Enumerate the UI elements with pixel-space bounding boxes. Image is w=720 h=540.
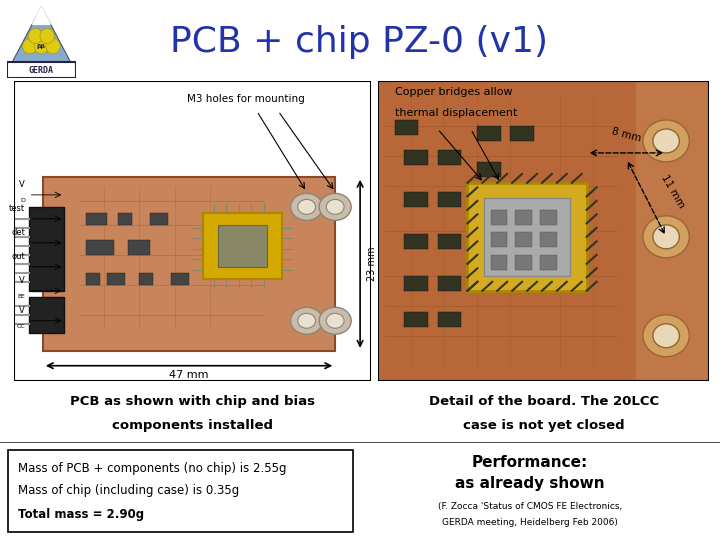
Bar xyxy=(29,207,64,291)
Text: case is not yet closed: case is not yet closed xyxy=(463,420,624,433)
Bar xyxy=(150,213,168,225)
Bar xyxy=(405,276,428,291)
Bar xyxy=(86,213,107,225)
Text: CC: CC xyxy=(17,324,25,329)
Text: Performance:: Performance: xyxy=(472,455,588,470)
Bar xyxy=(128,240,150,255)
Bar xyxy=(107,273,125,285)
Bar xyxy=(467,183,587,291)
Bar xyxy=(484,198,570,276)
Circle shape xyxy=(298,199,315,214)
Bar xyxy=(8,450,353,532)
Bar xyxy=(395,120,418,135)
Text: components installed: components installed xyxy=(112,420,273,433)
Bar xyxy=(438,234,461,249)
Bar xyxy=(405,150,428,165)
Bar xyxy=(86,240,114,255)
Text: 8 mm: 8 mm xyxy=(611,126,642,144)
Bar xyxy=(516,255,532,270)
Bar xyxy=(118,213,132,225)
Bar xyxy=(405,192,428,207)
Text: GERDA: GERDA xyxy=(29,66,54,75)
Bar xyxy=(540,232,557,247)
Bar xyxy=(540,210,557,225)
Text: Total mass = 2.90g: Total mass = 2.90g xyxy=(18,508,144,521)
Bar xyxy=(510,126,534,141)
Bar xyxy=(438,150,461,165)
Text: PCB + chip PZ-0 (v1): PCB + chip PZ-0 (v1) xyxy=(170,25,548,59)
Bar xyxy=(405,234,428,249)
Bar xyxy=(516,232,532,247)
Circle shape xyxy=(643,120,689,162)
Bar xyxy=(438,312,461,327)
Text: out: out xyxy=(12,252,25,261)
Text: 23 mm: 23 mm xyxy=(367,247,377,281)
Text: as already shown: as already shown xyxy=(455,476,605,490)
Bar xyxy=(490,255,507,270)
Polygon shape xyxy=(32,7,50,24)
Text: det: det xyxy=(12,228,25,237)
Bar xyxy=(438,192,461,207)
Text: Detail of the board. The 20LCC: Detail of the board. The 20LCC xyxy=(428,395,659,408)
Circle shape xyxy=(653,225,680,249)
Circle shape xyxy=(653,324,680,348)
Bar xyxy=(43,177,336,351)
Bar xyxy=(540,255,557,270)
Circle shape xyxy=(319,193,351,220)
Circle shape xyxy=(326,313,344,328)
Bar xyxy=(378,81,636,381)
Bar xyxy=(405,312,428,327)
Bar xyxy=(490,232,507,247)
Circle shape xyxy=(326,199,344,214)
Bar xyxy=(490,210,507,225)
Text: M3 holes for mounting: M3 holes for mounting xyxy=(187,94,305,104)
Bar xyxy=(477,162,500,177)
Text: V: V xyxy=(19,306,25,315)
Circle shape xyxy=(643,315,689,357)
Text: (F. Zocca 'Status of CMOS FE Electronics,: (F. Zocca 'Status of CMOS FE Electronics… xyxy=(438,502,622,510)
Circle shape xyxy=(28,29,42,44)
Circle shape xyxy=(643,216,689,258)
Text: V: V xyxy=(19,276,25,285)
Text: ββ: ββ xyxy=(37,44,46,49)
Text: V: V xyxy=(19,180,25,189)
Bar xyxy=(477,126,500,141)
Polygon shape xyxy=(11,7,72,65)
Bar xyxy=(171,273,189,285)
Bar xyxy=(29,297,64,333)
Text: Mass of PCB + components (no chip) is 2.55g: Mass of PCB + components (no chip) is 2.… xyxy=(18,462,287,475)
Bar xyxy=(7,62,76,78)
Circle shape xyxy=(319,307,351,334)
Circle shape xyxy=(46,38,60,54)
Circle shape xyxy=(291,307,323,334)
Text: test: test xyxy=(9,204,25,213)
Bar xyxy=(86,273,100,285)
Bar xyxy=(203,213,282,279)
Text: thermal displacement: thermal displacement xyxy=(395,108,517,118)
Bar xyxy=(516,210,532,225)
Circle shape xyxy=(40,29,55,44)
Text: PCB as shown with chip and bias: PCB as shown with chip and bias xyxy=(70,395,315,408)
Text: 47 mm: 47 mm xyxy=(169,370,209,380)
Text: 11 mm: 11 mm xyxy=(660,173,687,210)
Circle shape xyxy=(298,313,315,328)
Bar xyxy=(139,273,153,285)
Circle shape xyxy=(291,193,323,220)
Text: EE: EE xyxy=(17,294,25,299)
Circle shape xyxy=(22,38,37,54)
Text: D: D xyxy=(20,198,25,203)
Text: Copper bridges allow: Copper bridges allow xyxy=(395,87,512,97)
Bar xyxy=(438,276,461,291)
Bar xyxy=(217,225,267,267)
Circle shape xyxy=(35,38,48,54)
Text: Mass of chip (including case) is 0.35g: Mass of chip (including case) is 0.35g xyxy=(18,483,239,497)
Circle shape xyxy=(653,129,680,153)
Text: GERDA meeting, Heidelberg Feb 2006): GERDA meeting, Heidelberg Feb 2006) xyxy=(442,517,618,526)
